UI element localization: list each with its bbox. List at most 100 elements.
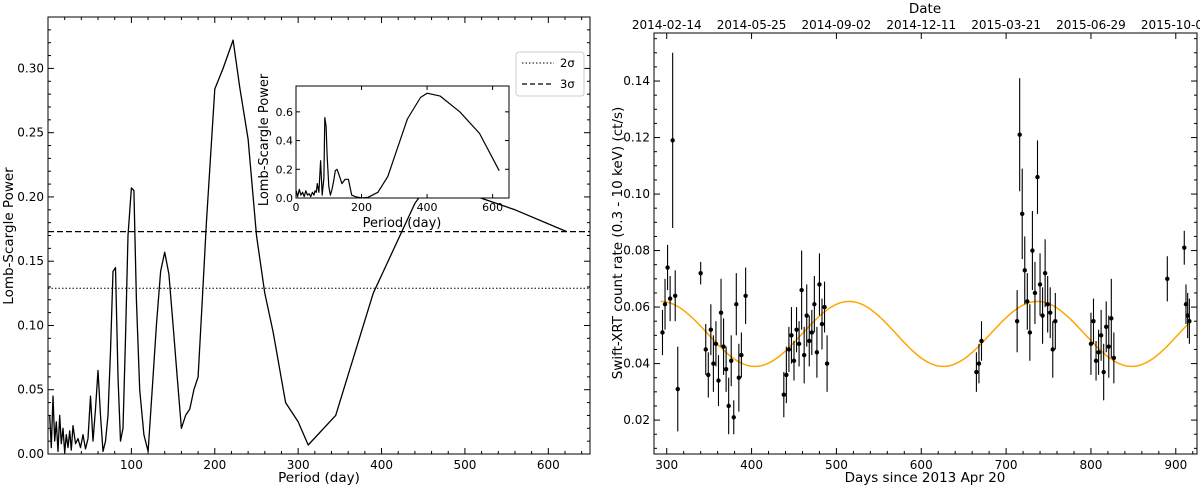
inset-x-tick-label: 600 — [482, 201, 503, 214]
y-tick-label: 0.30 — [17, 61, 44, 75]
inset-ticks: 0 200 400 600 0.0 0.2 0.4 0.6 — [276, 86, 509, 214]
data-point — [807, 338, 812, 344]
data-point — [743, 293, 748, 298]
data-point — [817, 282, 822, 287]
data-point — [1045, 302, 1050, 307]
x-tick-label: 400 — [370, 458, 393, 472]
data-point — [1042, 270, 1048, 276]
y-tick-label: 0.25 — [17, 126, 44, 140]
data-point — [1182, 245, 1187, 250]
data-point — [1096, 350, 1101, 355]
inset-y-tick-label: 0.6 — [276, 106, 294, 119]
data-point — [734, 302, 739, 307]
legend-2sigma-label: 2σ — [560, 56, 575, 70]
data-point — [1111, 355, 1117, 361]
data-point — [667, 296, 673, 301]
data-point — [1093, 358, 1099, 363]
x-tick-label: 500 — [825, 458, 848, 472]
lightcurve-ylabel: Swift-XRT count rate (0.3 - 10 keV) (ct/… — [610, 107, 626, 380]
x-tick-label: 300 — [655, 458, 678, 472]
y-tick-label: 0.15 — [17, 254, 44, 268]
data-point — [670, 138, 675, 143]
x-tick-label: 800 — [1079, 458, 1102, 472]
y-tick-label: 0.04 — [623, 357, 650, 371]
data-point — [794, 327, 799, 332]
periodogram-threshold-lines — [48, 230, 590, 289]
data-point — [814, 350, 820, 355]
top-date-label: 2014-09-02 — [802, 18, 872, 32]
inset-frame — [295, 85, 510, 199]
data-point — [819, 321, 825, 327]
top-date-label: 2014-02-14 — [632, 18, 702, 32]
lightcurve-top-xlabel: Date — [909, 1, 941, 17]
data-point — [799, 287, 804, 293]
legend-3sigma-label: 3σ — [560, 77, 575, 91]
data-point — [1106, 344, 1111, 349]
data-point — [1088, 341, 1094, 347]
data-point — [1187, 319, 1192, 324]
periodogram-line — [49, 39, 567, 454]
data-point — [1185, 313, 1190, 318]
inset-x-tick-label: 0 — [293, 201, 300, 214]
top-date-label: 2014-12-11 — [886, 18, 956, 32]
data-point — [660, 330, 665, 335]
data-point — [1040, 313, 1045, 318]
data-point — [1030, 248, 1035, 253]
x-tick-label: 700 — [995, 458, 1018, 472]
data-point — [786, 347, 792, 352]
periodogram-frame — [47, 16, 591, 455]
data-point — [1101, 369, 1106, 375]
y-tick-label: 0.08 — [623, 244, 650, 258]
data-point — [1183, 302, 1189, 307]
inset-y-tick-label: 0.4 — [276, 135, 294, 148]
data-point — [1022, 268, 1027, 273]
inset-y-tick-label: 0.2 — [276, 163, 294, 176]
data-point — [1165, 276, 1170, 282]
data-point — [1091, 319, 1096, 324]
periodogram-xlabel: Period (day) — [278, 470, 360, 486]
y-tick-label: 0.00 — [17, 447, 44, 461]
data-point — [1017, 132, 1022, 137]
x-tick-label: 100 — [120, 458, 143, 472]
inset-line — [295, 92, 500, 199]
x-tick-label: 600 — [537, 458, 560, 472]
data-point — [718, 310, 724, 315]
data-point — [974, 369, 979, 375]
data-point — [791, 358, 797, 363]
data-point — [721, 344, 726, 349]
data-point — [665, 265, 670, 270]
data-point — [976, 361, 982, 366]
lightcurve-xlabel: Days since 2013 Apr 20 — [845, 470, 1006, 486]
data-point — [1048, 310, 1053, 315]
y-tick-label: 0.12 — [623, 131, 650, 145]
data-point — [673, 293, 678, 298]
data-point — [1037, 282, 1043, 287]
data-point — [703, 347, 708, 352]
y-tick-label: 0.10 — [623, 187, 650, 201]
x-tick-label: 900 — [1164, 458, 1187, 472]
y-tick-label: 0.05 — [17, 383, 44, 397]
lightcurve-frame — [653, 32, 1198, 455]
data-point — [736, 375, 742, 380]
x-tick-label: 400 — [740, 458, 763, 472]
inset-y-tick-label: 0.0 — [276, 192, 294, 205]
top-date-label: 2015-10-07 — [1141, 18, 1200, 32]
data-point — [1104, 324, 1109, 330]
data-point — [789, 333, 794, 338]
y-tick-label: 0.10 — [17, 318, 44, 332]
inset-background — [296, 86, 509, 198]
data-point — [731, 415, 736, 420]
data-point — [1027, 330, 1033, 335]
data-point — [1098, 333, 1104, 338]
data-point — [784, 372, 789, 378]
x-tick-label: 600 — [910, 458, 933, 472]
data-point — [796, 341, 802, 347]
data-point — [706, 372, 711, 378]
lightcurve-points — [660, 52, 1192, 435]
y-tick-label: 0.06 — [623, 300, 650, 314]
data-point — [809, 330, 815, 335]
top-date-label: 2015-03-21 — [971, 18, 1041, 32]
periodogram-ticks: 100 200 300 400 500 6000.000.050.100.150.200.… — [17, 17, 590, 472]
top-date-label: 2015-06-29 — [1056, 18, 1126, 32]
